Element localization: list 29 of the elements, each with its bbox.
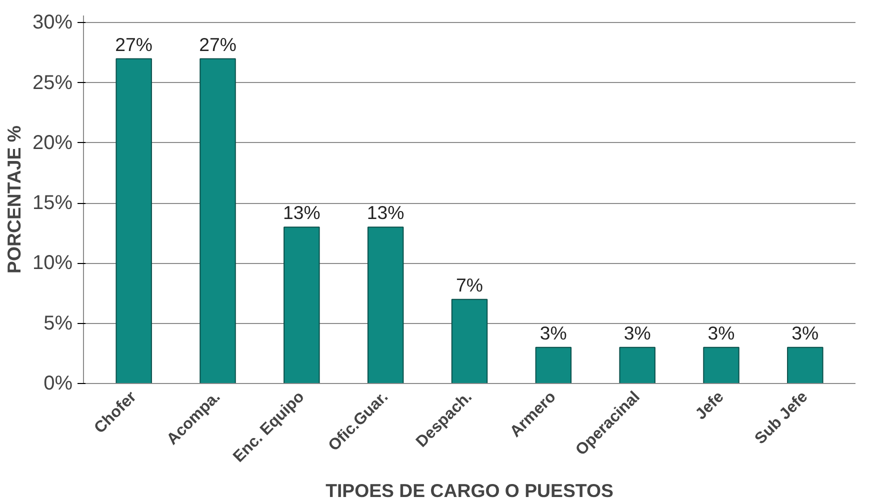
x-tick-label: Sub Jefe [752,388,812,448]
data-label: 3% [792,322,819,344]
y-tick-label: 15% [32,192,73,214]
x-tick-label: Jefe [692,388,728,424]
y-tick-label: 5% [44,312,73,334]
bar [200,58,236,384]
y-axis-title: PORCENTAJE % [3,125,24,274]
bar [703,346,740,384]
y-tick-label: 20% [32,132,73,154]
data-label: 27% [199,34,236,55]
data-label: 13% [366,202,404,224]
data-label: 3% [540,322,567,344]
x-axis-title: TIPOES DE CARGO O PUESTOS [326,480,614,501]
bar [367,226,404,384]
data-label: 13% [283,202,320,224]
bar [451,298,488,384]
y-tick-label: 30% [32,12,73,34]
bar [787,346,824,384]
data-label: 27% [115,34,153,55]
bar [619,346,656,384]
data-label: 3% [708,322,735,344]
y-tick-label: 25% [32,72,73,94]
y-tick-label: 0% [44,372,73,394]
bar [284,226,320,384]
bar [116,58,152,384]
y-tick-label: 10% [32,252,73,274]
bar [535,346,572,384]
data-label: 3% [624,322,651,344]
data-label: 7% [456,274,483,296]
